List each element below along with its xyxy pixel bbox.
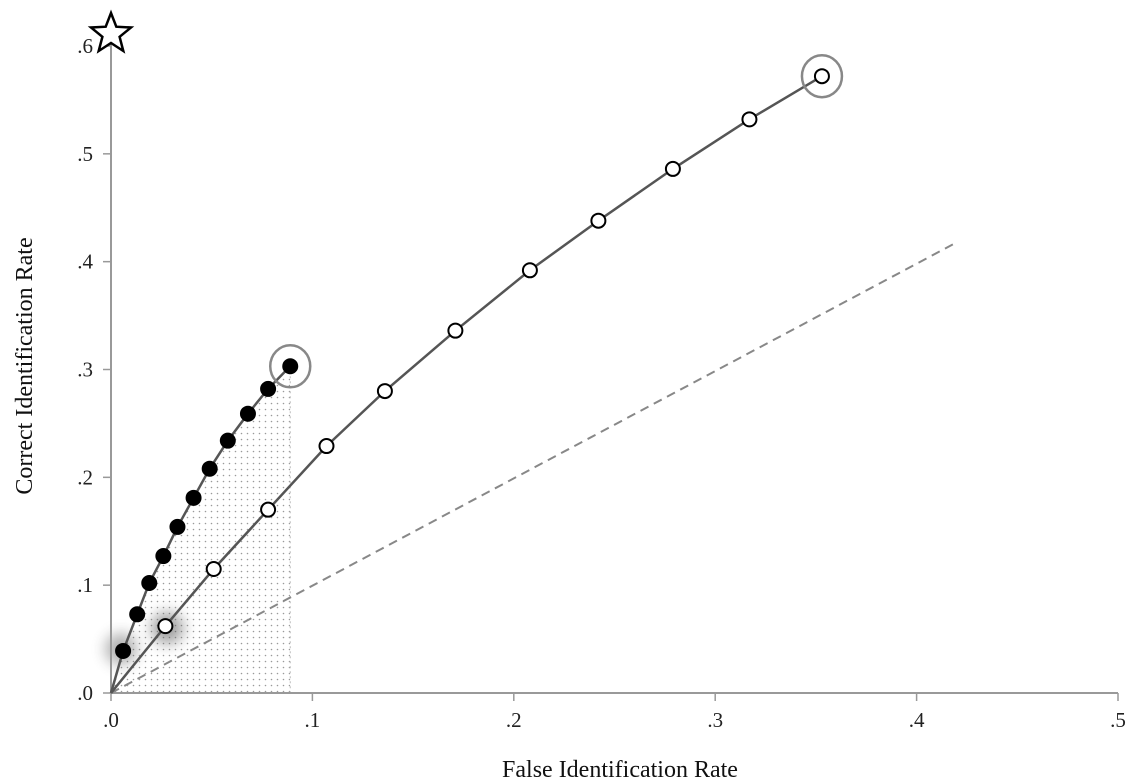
data-point [115,642,132,659]
y-tick-label: .2 [77,465,93,489]
data-point [205,560,222,577]
data-point [260,380,277,397]
shaded-area [111,366,291,693]
x-tick-label: .0 [103,708,119,732]
data-point [741,111,758,128]
chance-reference-line [110,243,954,694]
x-tick-label: .2 [506,708,522,732]
data-point [813,68,830,85]
y-tick-label: .0 [77,681,93,705]
shaded-region [111,366,291,693]
data-point [219,432,236,449]
highlight-ring [800,53,844,99]
data-point [521,262,538,279]
data-point [155,548,172,565]
data-point [157,618,174,635]
data-point [169,518,186,535]
data-point [664,160,681,177]
x-axis-label: False Identification Rate [502,757,738,781]
series-group [109,53,844,694]
series-line [110,75,823,694]
reference-line-group [110,243,954,694]
y-tick-label: .5 [77,142,93,166]
y-tick-label: .6 [77,34,93,58]
data-point [447,322,464,339]
y-tick-label: .1 [77,573,93,597]
x-tick-label: .1 [305,708,321,732]
data-point [282,358,299,375]
data-point [201,460,218,477]
tick-labels: .0 .1 .2 .3 .4 .5 .0 .1 .2 .3 .4 .5 .6 [77,34,1126,732]
axes [87,9,1119,701]
y-tick-label: .4 [77,250,93,274]
data-point [376,383,393,400]
data-point [239,405,256,422]
highlight-ring [268,344,312,389]
x-tick-label: .5 [1110,708,1126,732]
x-tick-label: .4 [909,708,925,732]
data-point [260,501,277,518]
star-icon [87,9,135,54]
y-axis-label: Correct Identification Rate [12,237,38,494]
data-point [141,575,158,592]
data-point [318,438,335,455]
data-point [185,489,202,506]
data-point [129,606,146,623]
y-tick-label: .3 [77,358,93,382]
x-tick-label: .3 [707,708,723,732]
data-point [590,212,607,229]
